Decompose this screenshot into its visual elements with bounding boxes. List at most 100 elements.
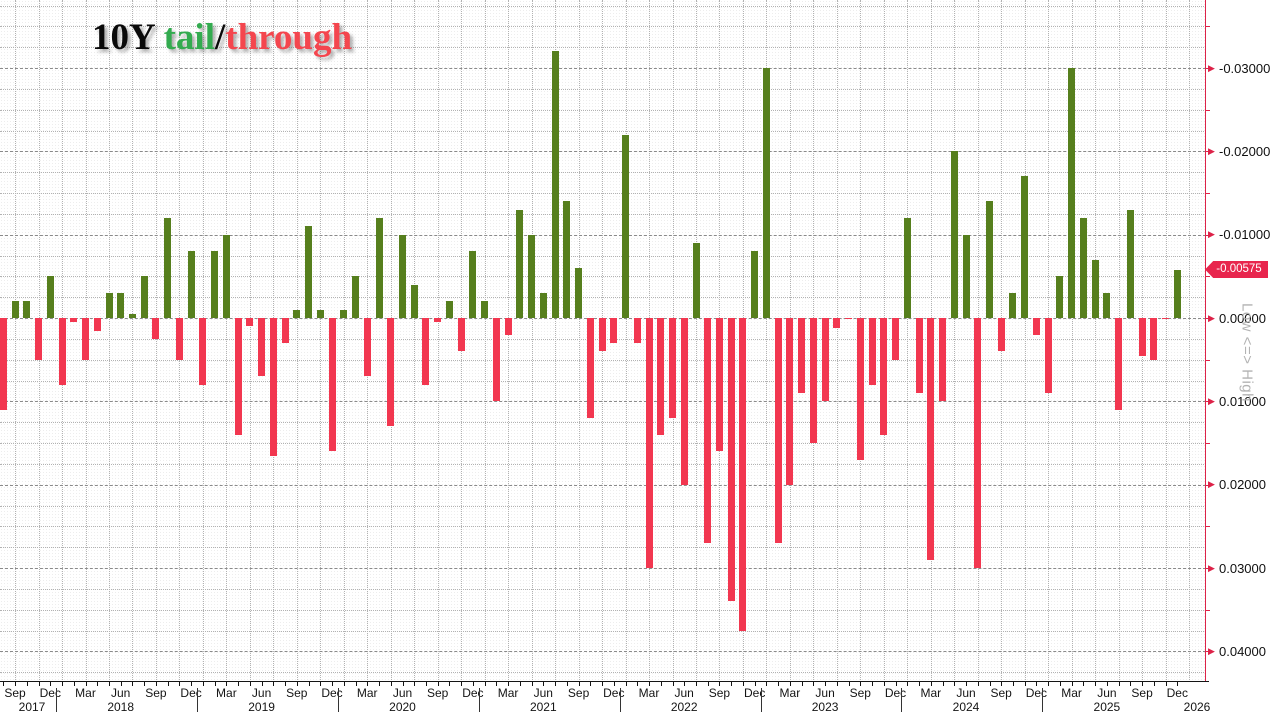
grid-vline [226, 0, 228, 682]
bar-feb-2018 [70, 318, 78, 323]
x-tick-label: Mar [356, 686, 378, 700]
grid-hline [0, 213, 1206, 215]
bar-feb-2022 [633, 318, 641, 343]
year-separator [478, 688, 480, 712]
bar-apr-2020 [375, 218, 383, 318]
bar-dec-2024 [1032, 318, 1040, 335]
x-month-tick [766, 682, 768, 686]
x-tick-label: Dec [884, 686, 907, 700]
year-label: 2023 [811, 700, 839, 714]
x-month-tick [731, 682, 733, 686]
grid-vline [249, 0, 251, 682]
x-month-tick [602, 682, 603, 686]
grid-major-hline [0, 151, 1206, 153]
x-month-tick [390, 682, 392, 686]
year-separator [337, 688, 339, 712]
bar-feb-2019 [211, 251, 219, 318]
y-minor-tick [1205, 276, 1210, 278]
x-month-tick [97, 682, 99, 686]
x-tick-label: Jun [111, 686, 131, 700]
year-label: 2026 [1183, 700, 1211, 714]
x-month-tick [73, 682, 75, 686]
x-month-tick [273, 682, 275, 686]
grid-hline [0, 276, 1206, 278]
x-month-tick [167, 682, 169, 686]
x-month-tick [3, 682, 5, 686]
x-month-tick [801, 682, 803, 686]
grid-vline [15, 0, 16, 682]
bar-sep-2020 [434, 318, 442, 323]
x-month-tick [308, 682, 310, 686]
bar-jul-2023 [833, 318, 841, 328]
y-major-tick [1205, 568, 1212, 569]
bar-oct-2017 [23, 301, 31, 318]
y-tick-label: -0.01000 [1219, 227, 1271, 243]
year-label: 2020 [389, 700, 416, 714]
bar-apr-2021 [516, 209, 524, 318]
x-month-tick [848, 682, 850, 686]
bar-mar-2023 [786, 318, 794, 485]
grid-hline [0, 47, 1206, 49]
x-month-tick [355, 682, 357, 686]
x-month-tick [872, 682, 874, 686]
y-tick-label: 0.03000 [1219, 560, 1266, 576]
year-label: 2022 [670, 700, 698, 714]
plot-area[interactable] [0, 0, 1206, 682]
y-major-tick [1205, 151, 1212, 153]
bar-nov-2017 [35, 318, 42, 360]
y-tick-arrow-icon: ▶ [1208, 645, 1215, 656]
x-month-tick [531, 682, 533, 686]
bar-jan-2023 [762, 68, 770, 318]
bar-feb-2024 [915, 318, 923, 393]
x-month-tick [109, 682, 110, 686]
x-month-tick [179, 682, 181, 686]
bar-sep-2021 [575, 268, 583, 318]
x-month-tick [15, 682, 16, 686]
x-tick-label: Sep [708, 686, 731, 700]
grid-hline [0, 193, 1206, 194]
year-separator [197, 688, 198, 712]
x-month-tick [942, 682, 944, 686]
bar-jan-2022 [622, 134, 629, 318]
bar-mar-2025 [1068, 68, 1076, 318]
grid-hline [0, 609, 1206, 611]
bar-aug-2023 [845, 318, 853, 319]
y-minor-tick [1205, 443, 1210, 444]
grid-vline [696, 0, 697, 682]
bar-dec-2021 [610, 318, 618, 343]
bar-nov-2018 [175, 318, 183, 360]
x-month-tick [613, 682, 615, 686]
bar-jun-2018 [117, 293, 125, 318]
y-minor-tick [1205, 526, 1210, 528]
grid-hline [0, 547, 1206, 549]
x-month-tick [425, 682, 427, 686]
x-month-tick [907, 682, 909, 686]
grid-major-hline [0, 651, 1206, 653]
x-tick-label: Mar [638, 686, 660, 700]
bar-jan-2018 [58, 318, 66, 385]
x-tick-label: Jun [251, 686, 272, 700]
bar-aug-2022 [704, 318, 712, 543]
x-month-tick [519, 682, 521, 686]
bar-nov-2020 [457, 318, 465, 352]
y-minor-tick [1205, 193, 1210, 194]
x-month-tick [214, 682, 216, 686]
bar-aug-2017 [0, 318, 7, 410]
x-month-tick [684, 682, 686, 686]
x-month-tick [707, 682, 709, 686]
y-major-tick [1205, 318, 1212, 319]
bar-jul-2022 [692, 243, 700, 318]
x-month-tick [120, 682, 122, 686]
bar-may-2019 [246, 318, 254, 327]
year-separator [760, 688, 762, 712]
year-label: 2017 [18, 700, 46, 714]
x-tick-label: Dec [1025, 686, 1048, 700]
bar-sep-2017 [11, 301, 19, 318]
x-month-tick [261, 682, 263, 686]
bar-oct-2021 [586, 318, 594, 418]
grid-hline [0, 630, 1206, 632]
bar-mar-2021 [504, 318, 512, 335]
bar-may-2024 [950, 151, 958, 318]
grid-hline [0, 109, 1206, 111]
bar-oct-2025 [1150, 318, 1158, 360]
